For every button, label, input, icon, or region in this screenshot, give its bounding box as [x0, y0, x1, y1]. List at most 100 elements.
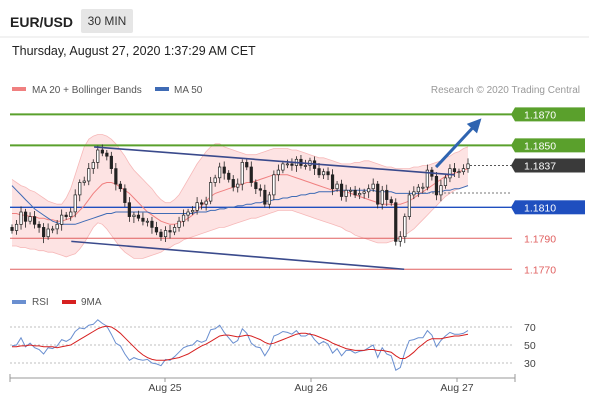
candle-body [344, 189, 348, 197]
candle-body [154, 227, 159, 233]
candle-body [55, 223, 59, 230]
candle-body [376, 183, 380, 205]
candle-body [254, 182, 258, 190]
candle-body [91, 162, 95, 169]
candle-body [457, 171, 461, 174]
level-label-notch-1.1850 [511, 138, 515, 153]
candle-body [267, 194, 271, 205]
candle-body [28, 216, 32, 222]
candle-body [82, 180, 86, 183]
candle-body [78, 182, 82, 196]
timeframe-button[interactable]: 30 MIN [81, 9, 133, 33]
bollinger-lower-line [12, 185, 469, 259]
candle-body [245, 162, 249, 168]
ma20-legend-swatch [12, 87, 26, 91]
level-label-box-1.1850 [515, 138, 585, 153]
rsi-ma9-line [12, 325, 469, 361]
level-label-box-1.1837 [515, 158, 585, 173]
candle-body [349, 189, 353, 192]
candle-body [321, 171, 326, 176]
level-label-1.1837: 1.1837 [524, 160, 556, 172]
candle-body [263, 189, 267, 205]
candle-body [37, 223, 41, 228]
candle-body [412, 191, 416, 196]
candle-body [398, 236, 402, 242]
candle-body [339, 183, 344, 197]
candle-body [218, 166, 222, 179]
candle-body [394, 202, 398, 242]
candle-body [46, 228, 50, 238]
candle-body [204, 200, 208, 205]
candle-body [186, 211, 190, 216]
candle-body [73, 194, 77, 213]
candle-body [371, 183, 375, 190]
main-legend: MA 20 + Bollinger Bands MA 50 Research ©… [12, 85, 580, 96]
ma50-line [11, 185, 469, 225]
candle-body [466, 163, 470, 169]
candle-body [60, 214, 64, 225]
candle-body [461, 168, 466, 173]
level-label-box-1.1810 [515, 200, 585, 215]
candle-body [389, 199, 393, 204]
ma50-legend-swatch [155, 87, 169, 91]
candle-body [367, 188, 371, 193]
x-tick-label: Aug 27 [440, 382, 473, 394]
candle-body [14, 223, 19, 231]
channel-lower-line [71, 240, 405, 271]
candle-body [335, 183, 339, 190]
ma9-legend-swatch [62, 300, 76, 304]
candle-body [150, 220, 154, 228]
rsi-chart: 70 50 30 [10, 319, 536, 371]
level-label-1.1870: 1.1870 [524, 109, 556, 121]
candle-body [380, 189, 384, 205]
candle-body [213, 177, 217, 183]
candle-body [109, 155, 113, 169]
candle-body [240, 162, 244, 185]
candle-body [281, 163, 285, 171]
rsi-tick-label: 30 [524, 358, 536, 370]
credit-label: Research © 2020 Trading Central [431, 85, 580, 96]
candle-body [236, 183, 240, 188]
candle-body [42, 227, 46, 238]
candle-body [209, 182, 213, 202]
candle-body [403, 216, 407, 238]
candle-body [443, 177, 448, 186]
level-label-1.1790: 1.1790 [524, 233, 556, 245]
bollinger-band [12, 134, 468, 259]
rsi-tick-label: 70 [524, 322, 536, 334]
candle-body [10, 227, 14, 231]
ma9-legend-label: 9MA [81, 297, 102, 308]
candle-body [358, 193, 362, 196]
candle-body [407, 194, 411, 217]
forecast-arrow-head [466, 118, 482, 134]
candle-body [51, 228, 55, 231]
candle-body [448, 168, 452, 179]
candle-body [181, 214, 186, 222]
candle-body [145, 220, 150, 223]
candle-body [159, 231, 163, 238]
candle-body [177, 220, 181, 228]
candle-body [362, 191, 366, 194]
candle-body [272, 174, 276, 196]
symbol-label: EUR/USD [10, 14, 74, 30]
candle-body [385, 189, 389, 200]
candle-body [249, 166, 253, 183]
rsi-legend: RSI 9MA [12, 297, 102, 308]
candle-body [330, 174, 335, 190]
candle-body [326, 171, 330, 176]
candle-body [452, 168, 457, 173]
candle-body [123, 188, 127, 203]
ma20-line [12, 168, 469, 225]
candle-body [416, 186, 420, 193]
candle-body [434, 175, 439, 196]
candle-body [100, 149, 104, 154]
level-label-1.1850: 1.1850 [524, 140, 556, 152]
candle-body [285, 163, 290, 166]
level-label-notch-1.1810 [511, 200, 515, 215]
candle-body [290, 163, 294, 166]
candle-body [303, 165, 308, 167]
price-chart: 1.1870 1.1850 1.1837 1.1810 1.1790 1.1770 [10, 107, 585, 276]
candle-body [64, 214, 68, 217]
candle-body [69, 211, 73, 217]
candle-body [23, 211, 28, 222]
